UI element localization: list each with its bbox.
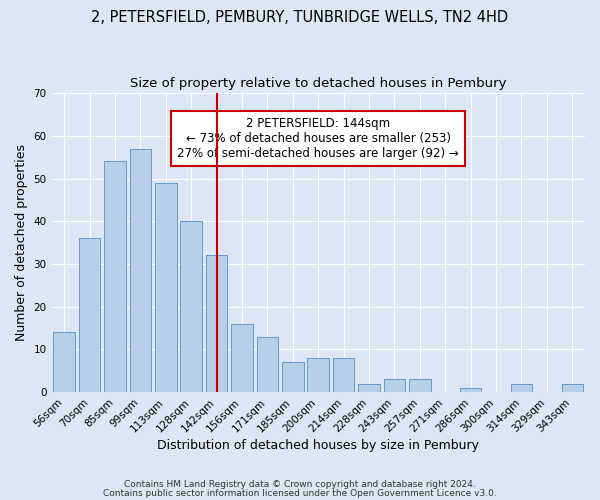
Bar <box>53 332 75 392</box>
Bar <box>104 162 126 392</box>
Text: 2, PETERSFIELD, PEMBURY, TUNBRIDGE WELLS, TN2 4HD: 2, PETERSFIELD, PEMBURY, TUNBRIDGE WELLS… <box>91 10 509 25</box>
Bar <box>409 380 431 392</box>
Bar <box>333 358 355 392</box>
Text: Contains HM Land Registry data © Crown copyright and database right 2024.: Contains HM Land Registry data © Crown c… <box>124 480 476 489</box>
Text: Contains public sector information licensed under the Open Government Licence v3: Contains public sector information licen… <box>103 490 497 498</box>
Bar <box>562 384 583 392</box>
Bar <box>257 336 278 392</box>
Y-axis label: Number of detached properties: Number of detached properties <box>15 144 28 341</box>
Bar <box>155 183 176 392</box>
Bar <box>231 324 253 392</box>
Bar <box>206 256 227 392</box>
Bar <box>79 238 100 392</box>
Bar <box>383 380 405 392</box>
Bar <box>511 384 532 392</box>
X-axis label: Distribution of detached houses by size in Pembury: Distribution of detached houses by size … <box>157 440 479 452</box>
Bar <box>307 358 329 392</box>
Bar <box>181 222 202 392</box>
Text: 2 PETERSFIELD: 144sqm
← 73% of detached houses are smaller (253)
27% of semi-det: 2 PETERSFIELD: 144sqm ← 73% of detached … <box>178 117 459 160</box>
Bar <box>460 388 481 392</box>
Bar <box>282 362 304 392</box>
Bar <box>358 384 380 392</box>
Title: Size of property relative to detached houses in Pembury: Size of property relative to detached ho… <box>130 78 506 90</box>
Bar <box>130 148 151 392</box>
